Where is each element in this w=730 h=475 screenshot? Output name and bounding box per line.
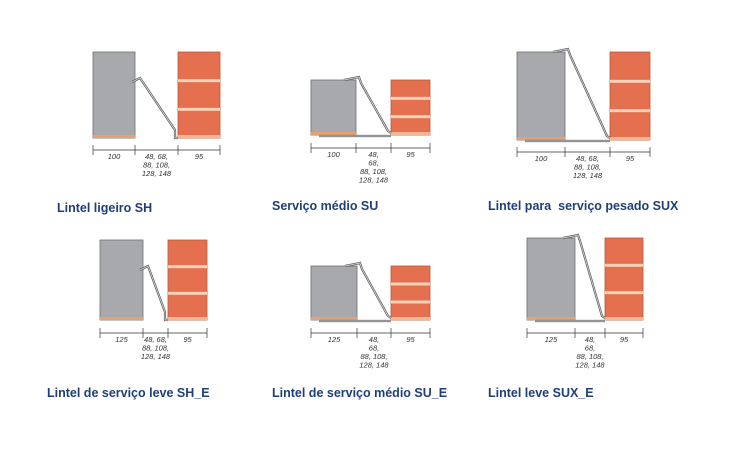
dpc [100, 317, 143, 320]
mortar [391, 132, 430, 135]
block [310, 79, 357, 136]
block [310, 265, 358, 321]
dimension-cavity: 128, 148 [141, 352, 171, 361]
dpc [311, 132, 356, 135]
dpc [517, 137, 565, 140]
dimension-cavity: 88, 108, [360, 167, 387, 176]
dimension-cavity: 88, 108, [143, 161, 170, 170]
mortar [610, 137, 650, 140]
dimension-cavity: 48, 68, [144, 335, 167, 344]
dimension-cavity: 48, [369, 335, 379, 344]
dimension-cavity: 128, 148 [575, 361, 605, 370]
dimension-left: 125 [115, 335, 128, 344]
dpc [527, 317, 575, 320]
dimension-cavity: 88, 108, [576, 352, 603, 361]
lintel-panel: 125 95 48,68,88, 108,128, 148 Lintel de ser… [272, 261, 447, 400]
block [99, 239, 144, 321]
dpc [93, 135, 135, 138]
lintel [131, 76, 178, 140]
mortar [391, 300, 430, 304]
dimension-cavity: 128, 148 [359, 176, 389, 185]
lintel-highlight [131, 77, 178, 139]
dimension-right: 95 [183, 335, 192, 344]
dimension-right: 95 [626, 154, 635, 163]
dimension-cavity: 68, [369, 344, 379, 353]
dimension-cavity: 128, 148 [573, 171, 603, 180]
dimension-left: 125 [545, 335, 558, 344]
lintel-panel: 100 95 48, 68,88, 108,128, 148 Lintel para … [488, 47, 679, 213]
panel-label: Lintel de serviço leve SH_E [47, 386, 210, 400]
dimension-cavity: 48, 68, [576, 154, 599, 163]
dimension-cavity: 128, 148 [142, 169, 172, 178]
dimension-cavity: 48, [368, 150, 378, 159]
mortar [605, 317, 643, 320]
mortar [610, 79, 650, 83]
mortar [168, 317, 207, 320]
lintel-panel: 125 95 48, 68,88, 108,128, 148 Lintel de se… [47, 239, 210, 400]
mortar [391, 317, 430, 320]
dimension-right: 95 [620, 335, 629, 344]
panel-label: Lintel de serviço médio SU_E [272, 386, 447, 400]
brick [167, 239, 208, 321]
brick [604, 237, 644, 321]
mortar [610, 109, 650, 113]
dimension-right: 95 [406, 150, 415, 159]
dimension-cavity: 88, 108, [360, 352, 387, 361]
lintel-panel: 125 95 48,68,88, 108,128, 148 Lintel leve S… [488, 233, 644, 400]
mortar [391, 282, 430, 286]
dimension-cavity: 88, 108, [574, 163, 601, 172]
brick [177, 51, 221, 139]
lintel-highlight [525, 48, 611, 142]
dimension-cavity: 48, 68, [145, 152, 168, 161]
dimension-left: 100 [535, 154, 548, 163]
block [92, 51, 136, 139]
mortar [605, 291, 643, 295]
dimension-right: 95 [195, 152, 204, 161]
lintel-highlight [319, 76, 392, 137]
lintel-highlight [535, 234, 606, 322]
mortar [391, 96, 430, 100]
mortar [178, 79, 220, 83]
block [516, 51, 566, 141]
dimension-left: 125 [328, 335, 341, 344]
panel-label: Lintel para serviço pesado SUX [488, 199, 679, 213]
lintel-panel: 100 95 48, 68,88, 108,128, 148 Lintel ligei… [57, 51, 221, 215]
dimension-cavity: 68, [585, 344, 595, 353]
mortar [178, 135, 220, 138]
block [526, 237, 576, 321]
brick [390, 265, 431, 321]
lintel-highlight [139, 265, 168, 321]
lintel-panel: 100 95 48,68,88, 108,128, 148 Serviço médio… [272, 75, 431, 213]
panel-label: Lintel ligeiro SH [57, 201, 152, 215]
mortar [178, 107, 220, 111]
dimension-cavity: 48, [585, 335, 595, 344]
lintel [139, 264, 168, 322]
dimension-right: 95 [406, 335, 415, 344]
mortar [168, 291, 207, 295]
dimension-cavity: 88, 108, [142, 344, 169, 353]
dimension-cavity: 68, [368, 159, 378, 168]
brick [390, 79, 431, 136]
dimension-cavity: 128, 148 [359, 361, 389, 370]
dimension-left: 100 [327, 150, 340, 159]
lintel-highlight [319, 262, 392, 322]
mortar [391, 115, 430, 119]
dimension-left: 100 [108, 152, 121, 161]
mortar [168, 265, 207, 269]
panel-label: Lintel leve SUX_E [488, 386, 594, 400]
brick [609, 51, 651, 141]
mortar [605, 263, 643, 267]
dpc [311, 317, 357, 320]
panel-label: Serviço médio SU [272, 199, 378, 213]
